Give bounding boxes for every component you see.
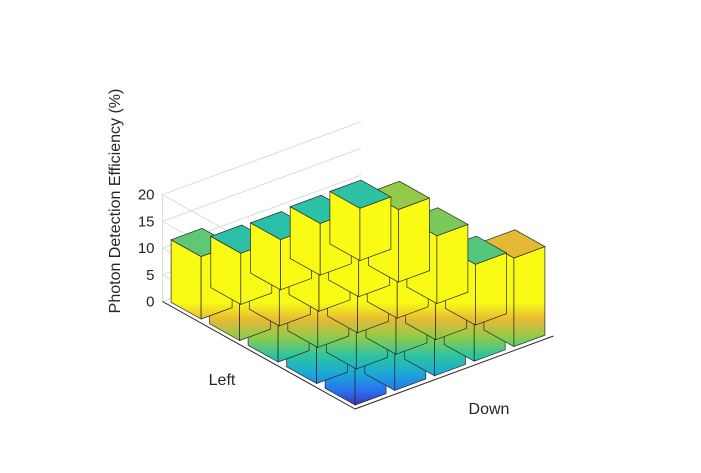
chart-bars bbox=[170, 179, 546, 406]
x-axis-label: Left bbox=[209, 372, 236, 389]
z-tick-label: 20 bbox=[138, 187, 155, 204]
bar-0-4 bbox=[329, 179, 392, 262]
z-tick-labels: 0 5 10 15 20 bbox=[138, 187, 155, 311]
bar-face-front bbox=[513, 246, 546, 348]
bar-face-top bbox=[329, 179, 392, 209]
y-axis-line bbox=[354, 335, 554, 410]
z-axis-label: Photon Detection Efficiency (%) bbox=[107, 89, 124, 314]
bar-face-front bbox=[398, 197, 430, 283]
chart-axes bbox=[162, 301, 554, 410]
z-tick-label: 5 bbox=[146, 267, 154, 284]
z-tick-label: 0 bbox=[146, 294, 154, 311]
z-tick-label: 15 bbox=[138, 213, 155, 230]
bar-face-front bbox=[475, 252, 507, 326]
bar-face-front bbox=[436, 223, 469, 305]
x-axis-line bbox=[162, 301, 356, 410]
z-tick-label: 10 bbox=[138, 240, 155, 257]
y-axis-label: Down bbox=[469, 401, 510, 418]
